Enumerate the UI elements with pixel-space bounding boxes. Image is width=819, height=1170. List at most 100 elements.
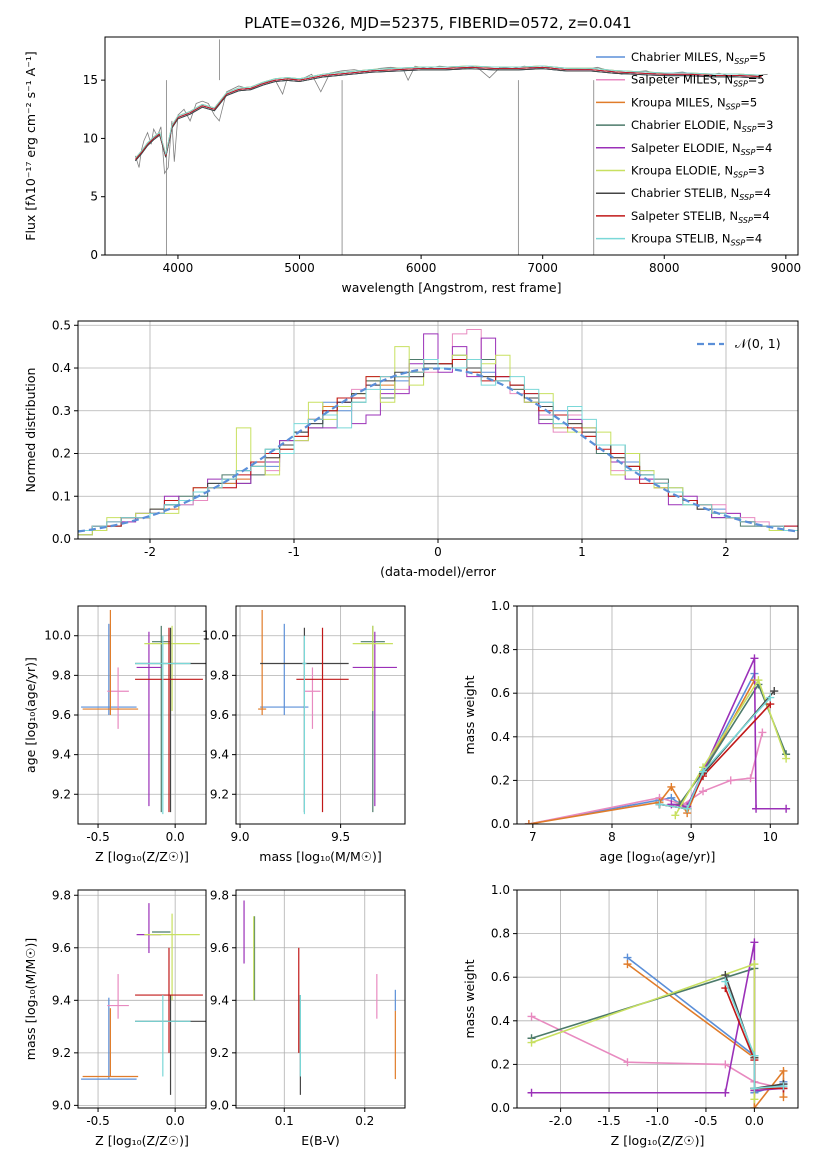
- model-line: [135, 65, 762, 159]
- x-tick-label: 4000: [163, 261, 194, 275]
- plot-area: [527, 938, 788, 1108]
- axes-frame: [235, 889, 406, 1109]
- legend-label: Kroupa STELIB, NSSP=4: [631, 232, 762, 248]
- y-tick-label: 0.2: [491, 1057, 510, 1071]
- marker-point: [623, 1058, 632, 1067]
- x-axis-label: age [log₁₀(age/yr)]: [600, 849, 716, 864]
- y-tick-label: 9.2: [210, 787, 229, 801]
- x-tick-label: 0.0: [166, 830, 185, 844]
- y-tick-label: 9.6: [52, 708, 71, 722]
- plot-area: [243, 900, 396, 1095]
- y-tick-label: 9.6: [210, 941, 229, 955]
- plot-area: [81, 903, 206, 1095]
- marker-point: [750, 938, 759, 947]
- x-tick-label: 0.2: [355, 1114, 374, 1128]
- y-tick-label: 0.0: [52, 532, 71, 546]
- x-axis-label: mass [log₁₀(M/M☉)]: [259, 849, 381, 864]
- y-tick-label: 9.6: [52, 941, 71, 955]
- mass-weight-line: [659, 697, 771, 810]
- y-tick-label: 9.0: [52, 1098, 71, 1112]
- marker-point: [527, 1038, 536, 1047]
- marker-point: [750, 1051, 759, 1060]
- x-axis-label: (data-model)/error: [380, 564, 497, 579]
- y-tick-label: 9.6: [210, 708, 229, 722]
- plot-area: [78, 329, 798, 536]
- x-tick-label: 0.0: [166, 1114, 185, 1128]
- mass-weight-line: [531, 967, 756, 1089]
- legend-label: Kroupa ELODIE, NSSP=3: [631, 164, 765, 180]
- marker-point: [699, 767, 708, 776]
- y-tick-label: 1.0: [491, 599, 510, 613]
- legend-label: Chabrier MILES, NSSP=5: [631, 50, 766, 66]
- legend-label: Salpeter ELODIE, NSSP=4: [631, 141, 772, 157]
- marker-point: [754, 676, 763, 685]
- y-tick-label: 9.2: [52, 787, 71, 801]
- marker-point: [758, 728, 767, 737]
- x-tick-label: -2: [144, 545, 156, 559]
- x-tick-label: -0.5: [694, 1114, 717, 1128]
- y-axis-label: mass [log₁₀(M/M☉)]: [23, 938, 38, 1060]
- plot-area: [524, 654, 791, 824]
- marker-point: [655, 800, 664, 809]
- y-axis-label: mass weight: [462, 675, 477, 754]
- y-tick-label: 10.0: [202, 629, 229, 643]
- y-tick-label: 0.6: [491, 686, 510, 700]
- marker-point: [750, 1095, 759, 1104]
- y-tick-label: 1.0: [491, 883, 510, 897]
- x-tick-label: 8: [608, 830, 616, 844]
- y-tick-label: 0: [90, 248, 98, 262]
- y-tick-label: 10.0: [44, 629, 71, 643]
- x-tick-label: 8000: [649, 261, 680, 275]
- legend-label: Salpeter STELIB, NSSP=4: [631, 209, 770, 225]
- y-tick-label: 9.4: [210, 748, 229, 762]
- marker-point: [779, 1066, 788, 1075]
- y-tick-label: 0.4: [52, 361, 71, 375]
- marker-point: [671, 811, 680, 820]
- mass-weight-line: [674, 678, 787, 816]
- marker-point: [726, 776, 735, 785]
- marker-point: [752, 804, 761, 813]
- y-tick-label: 0.2: [52, 447, 71, 461]
- legend-label: Salpeter MILES, NSSP=5: [631, 73, 765, 89]
- gaussian-curve: [78, 367, 798, 533]
- marker-point: [699, 787, 708, 796]
- y-tick-label: 9.4: [210, 993, 229, 1007]
- x-tick-label: 10: [763, 830, 778, 844]
- plot-area: [258, 609, 397, 815]
- y-tick-label: 0.4: [491, 730, 510, 744]
- marker-point: [779, 1082, 788, 1091]
- y-tick-label: 9.2: [210, 1046, 229, 1060]
- y-axis-label: Flux [fλ10⁻¹⁷ erg cm⁻² s⁻¹ A⁻¹]: [23, 51, 38, 240]
- y-tick-label: 0.6: [491, 970, 510, 984]
- marker-point: [524, 820, 533, 824]
- x-tick-label: 7000: [527, 261, 558, 275]
- y-tick-label: 9.8: [52, 668, 71, 682]
- x-tick-label: -1.5: [597, 1114, 620, 1128]
- marker-point: [750, 1104, 759, 1108]
- x-tick-label: 2: [722, 545, 730, 559]
- marker-point: [746, 774, 755, 783]
- x-tick-label: 5000: [284, 261, 315, 275]
- legend-label: Chabrier STELIB, NSSP=4: [631, 186, 771, 202]
- y-tick-label: 9.8: [52, 888, 71, 902]
- x-axis-label: Z [log₁₀(Z/Z☉)]: [95, 1133, 189, 1148]
- y-tick-label: 9.4: [52, 993, 71, 1007]
- y-tick-label: 15: [83, 73, 98, 87]
- y-tick-label: 0.5: [52, 318, 71, 332]
- x-tick-label: 9: [687, 830, 695, 844]
- legend-label: Kroupa MILES, NSSP=5: [631, 95, 757, 111]
- mass-weight-line: [659, 703, 771, 810]
- x-tick-label: 9000: [771, 261, 802, 275]
- y-tick-label: 9.2: [52, 1046, 71, 1060]
- plot-area: [135, 39, 768, 255]
- y-tick-label: 0.4: [491, 1014, 510, 1028]
- x-tick-label: 0: [434, 545, 442, 559]
- x-tick-label: 6000: [406, 261, 437, 275]
- x-tick-label: 9.5: [331, 830, 350, 844]
- marker-point: [721, 977, 730, 986]
- y-tick-label: 5: [90, 190, 98, 204]
- axes-frame: [104, 36, 799, 256]
- histogram-step: [78, 358, 798, 531]
- marker-point: [527, 1088, 536, 1097]
